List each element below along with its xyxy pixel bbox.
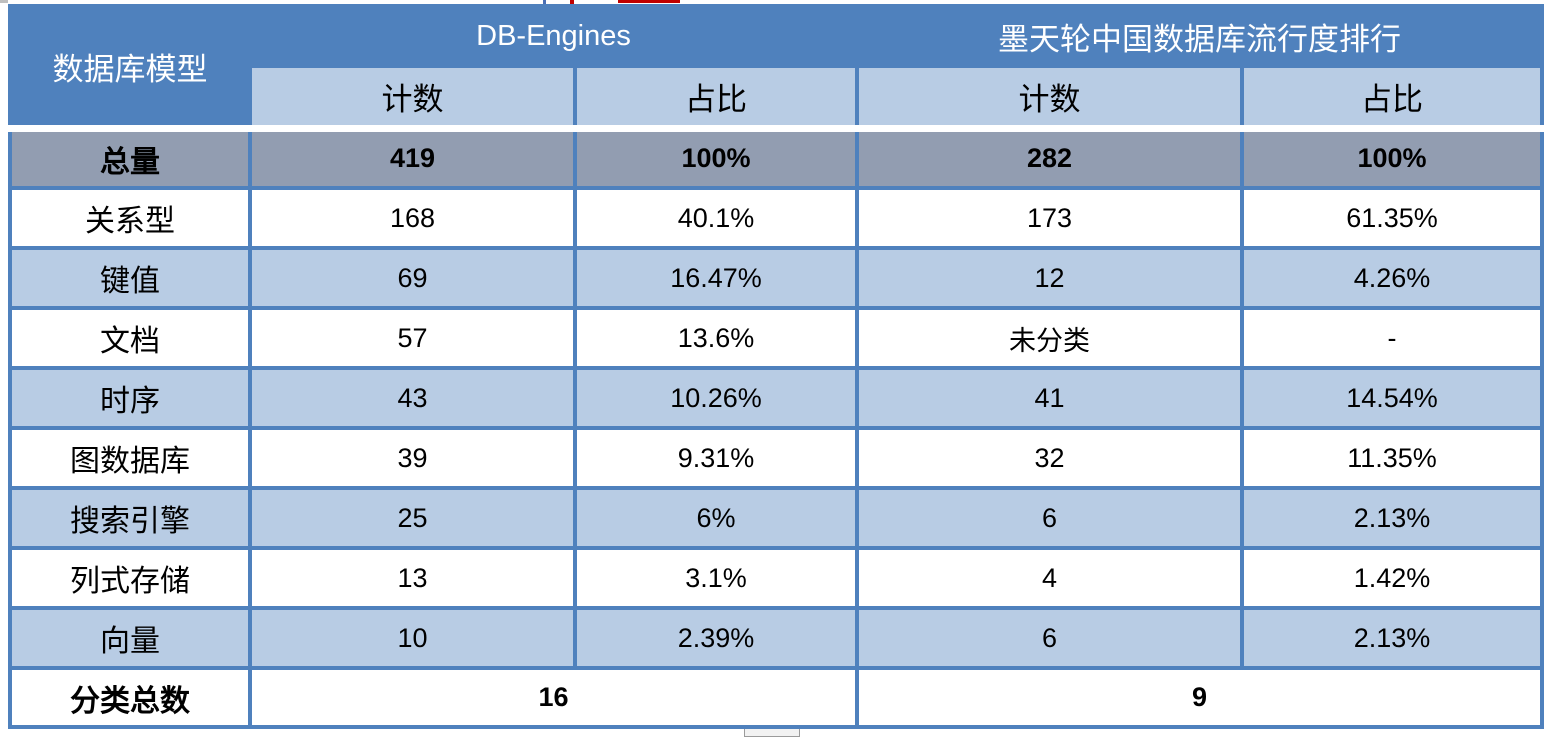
- cell-value: 32: [855, 426, 1244, 490]
- row-label: 图数据库: [8, 426, 252, 490]
- cell-value: -: [1240, 306, 1544, 370]
- row-label: 文档: [8, 306, 252, 370]
- table-row: 图数据库 39 9.31% 32 11.35%: [8, 426, 1544, 490]
- table-row: 文档 57 13.6% 未分类 -: [8, 306, 1544, 370]
- cell-value: 2.13%: [1240, 606, 1544, 670]
- cell-value: 40.1%: [573, 186, 859, 250]
- table-row: 搜索引擎 25 6% 6 2.13%: [8, 486, 1544, 550]
- cell-value: 14.54%: [1240, 366, 1544, 430]
- cropped-blue-tick: [543, 0, 546, 4]
- cell-value: 173: [855, 186, 1244, 250]
- cropped-scrollbar-fragment: [744, 727, 800, 737]
- cell-value: 未分类: [855, 306, 1244, 370]
- row-label: 列式存储: [8, 546, 252, 610]
- header-row-subcolumns: 计数 占比 计数 占比: [10, 64, 1544, 130]
- header-row-groups: 数据库模型 DB-Engines 墨天轮中国数据库流行度排行: [8, 4, 1544, 130]
- table-row-total: 总量 419 100% 282 100%: [8, 124, 1544, 190]
- cell-value: 41: [855, 366, 1244, 430]
- cell-value: 2.39%: [573, 606, 859, 670]
- cell-value: 282: [855, 124, 1244, 190]
- table-row: 列式存储 13 3.1% 4 1.42%: [8, 546, 1544, 610]
- cell-value: 13: [248, 546, 577, 610]
- subheader-count-db: 计数: [248, 64, 577, 130]
- row-label: 分类总数: [8, 666, 252, 729]
- group-header-modb-ranking: 墨天轮中国数据库流行度排行: [855, 4, 1544, 68]
- cell-value: 3.1%: [573, 546, 859, 610]
- cell-value: 43: [248, 366, 577, 430]
- table-row: 向量 10 2.39% 6 2.13%: [8, 606, 1544, 670]
- row-label: 关系型: [8, 186, 252, 250]
- cell-value: 10: [248, 606, 577, 670]
- cell-value: 10.26%: [573, 366, 859, 430]
- row-label: 键值: [8, 246, 252, 310]
- cell-value: 4: [855, 546, 1244, 610]
- cell-value: 25: [248, 486, 577, 550]
- cell-value: 2.13%: [1240, 486, 1544, 550]
- cropped-gray-mark: [0, 0, 8, 3]
- cell-value: 69: [248, 246, 577, 310]
- database-model-comparison-table: 数据库模型 DB-Engines 墨天轮中国数据库流行度排行 计数 占比 计数 …: [8, 4, 1544, 729]
- cell-value: 57: [248, 306, 577, 370]
- cropped-red-tick: [570, 0, 574, 4]
- row-label: 时序: [8, 366, 252, 430]
- cell-value: 61.35%: [1240, 186, 1544, 250]
- group-header-db-engines: DB-Engines: [248, 4, 859, 68]
- cell-value: 4.26%: [1240, 246, 1544, 310]
- table-row: 时序 43 10.26% 41 14.54%: [8, 366, 1544, 430]
- cell-value: 16.47%: [573, 246, 859, 310]
- subheader-share-db: 占比: [573, 64, 859, 130]
- row-label: 总量: [8, 124, 252, 190]
- cell-value-modb-category-count: 9: [855, 666, 1544, 729]
- cell-value-db-category-count: 16: [248, 666, 859, 729]
- cell-value: 100%: [1240, 124, 1544, 190]
- cell-value: 11.35%: [1240, 426, 1544, 490]
- cell-value: 419: [248, 124, 577, 190]
- cell-value: 168: [248, 186, 577, 250]
- cell-value: 6: [855, 606, 1244, 670]
- cell-value: 1.42%: [1240, 546, 1544, 610]
- cell-value: 6: [855, 486, 1244, 550]
- cell-value: 13.6%: [573, 306, 859, 370]
- cell-value: 39: [248, 426, 577, 490]
- cell-value: 100%: [573, 124, 859, 190]
- corner-header: 数据库模型: [8, 4, 252, 130]
- subheader-count-modb: 计数: [855, 64, 1244, 130]
- table-row: 关系型 168 40.1% 173 61.35%: [8, 186, 1544, 250]
- cell-value: 9.31%: [573, 426, 859, 490]
- table-row-category-total: 分类总数 16 9: [8, 666, 1544, 729]
- cropped-red-underline: [618, 0, 680, 3]
- cell-value: 6%: [573, 486, 859, 550]
- subheader-share-modb: 占比: [1240, 64, 1544, 130]
- cell-value: 12: [855, 246, 1244, 310]
- row-label: 搜索引擎: [8, 486, 252, 550]
- table-row: 键值 69 16.47% 12 4.26%: [8, 246, 1544, 310]
- row-label: 向量: [8, 606, 252, 670]
